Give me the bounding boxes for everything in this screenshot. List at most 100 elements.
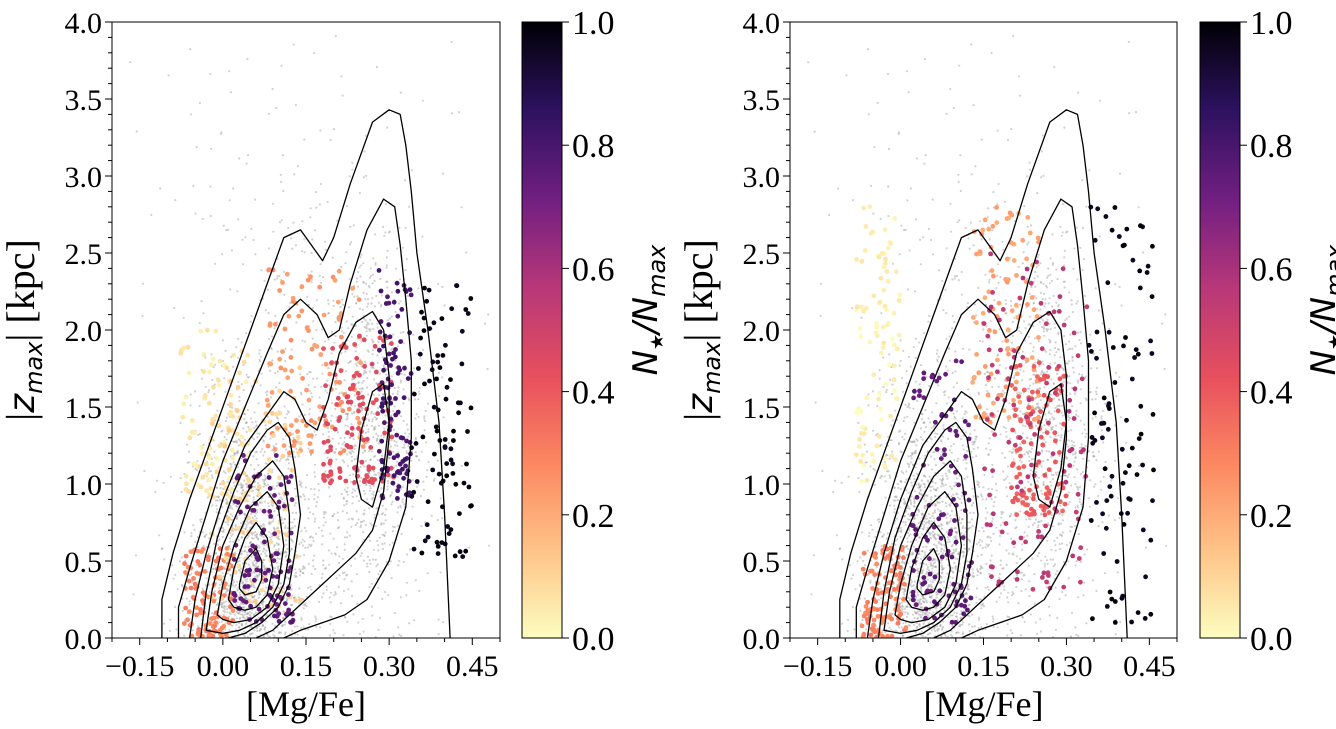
background-point xyxy=(313,229,317,232)
background-point xyxy=(229,513,232,516)
background-point xyxy=(365,324,368,327)
background-point xyxy=(895,496,898,499)
background-point xyxy=(270,533,273,536)
background-point xyxy=(320,529,323,532)
background-point xyxy=(484,322,487,325)
background-point xyxy=(894,499,897,502)
background-point xyxy=(208,591,211,594)
background-point xyxy=(255,574,258,577)
y-axis-label: |zmax| [kpc] xyxy=(0,239,48,421)
background-point xyxy=(415,413,418,416)
background-point xyxy=(949,514,952,517)
star-point xyxy=(443,342,448,348)
background-point xyxy=(919,484,922,487)
background-point xyxy=(962,621,965,624)
background-point xyxy=(389,560,392,563)
background-point xyxy=(283,518,286,521)
background-point xyxy=(956,459,959,463)
background-point xyxy=(917,613,920,616)
background-point xyxy=(252,564,255,567)
background-point xyxy=(921,600,924,603)
background-point xyxy=(269,369,272,372)
star-point xyxy=(265,443,271,449)
background-point xyxy=(360,476,363,479)
background-point xyxy=(877,520,881,524)
star-point xyxy=(218,565,224,571)
star-point xyxy=(198,610,204,616)
background-point xyxy=(263,543,266,547)
background-point xyxy=(143,469,146,473)
background-point xyxy=(348,306,351,309)
star-point xyxy=(357,333,362,339)
star-point xyxy=(369,361,375,367)
background-point xyxy=(339,437,342,440)
background-point xyxy=(373,473,376,476)
background-point xyxy=(307,498,310,501)
star-point xyxy=(416,366,421,371)
background-point xyxy=(367,323,370,326)
background-point xyxy=(909,582,912,585)
background-point xyxy=(319,410,322,413)
background-point xyxy=(390,414,393,417)
background-point xyxy=(377,544,380,547)
background-point xyxy=(989,536,992,539)
background-point xyxy=(951,570,954,573)
star-point xyxy=(206,477,212,483)
background-point xyxy=(865,628,868,631)
background-point xyxy=(359,275,362,278)
star-point xyxy=(330,346,336,351)
star-point xyxy=(407,330,412,336)
background-point xyxy=(262,550,265,553)
background-point xyxy=(355,362,358,366)
background-point xyxy=(931,485,934,488)
background-point xyxy=(262,606,265,609)
background-point xyxy=(240,383,243,386)
background-point xyxy=(244,482,248,485)
background-point xyxy=(912,552,915,555)
background-point xyxy=(962,458,965,462)
star-point xyxy=(354,370,360,376)
star-point xyxy=(273,453,279,458)
background-point xyxy=(933,561,937,564)
background-point xyxy=(244,622,247,626)
background-point xyxy=(235,517,238,521)
background-point xyxy=(323,340,327,343)
background-point xyxy=(926,626,929,629)
background-point xyxy=(981,604,984,607)
background-point xyxy=(231,584,234,587)
background-point xyxy=(231,533,234,536)
background-point xyxy=(375,417,379,420)
background-point xyxy=(291,594,294,597)
background-point xyxy=(334,450,337,454)
background-point xyxy=(403,443,406,446)
background-point xyxy=(902,605,905,608)
background-point xyxy=(902,419,905,423)
star-point xyxy=(334,402,340,407)
star-point xyxy=(246,572,252,578)
background-point xyxy=(918,553,921,556)
background-point xyxy=(385,280,388,283)
background-point xyxy=(363,425,366,428)
background-point xyxy=(949,584,952,587)
background-point xyxy=(265,586,268,589)
background-point xyxy=(922,596,925,599)
background-point xyxy=(241,486,244,489)
star-point xyxy=(213,620,219,626)
background-point xyxy=(189,404,192,407)
star-point xyxy=(421,315,427,321)
star-point xyxy=(435,551,441,556)
background-point xyxy=(158,534,161,537)
background-point xyxy=(897,441,901,444)
background-point xyxy=(931,581,935,584)
background-point xyxy=(934,482,937,485)
background-point xyxy=(270,335,273,338)
background-point xyxy=(346,413,349,416)
background-point xyxy=(361,451,364,454)
background-point xyxy=(371,496,374,499)
background-point xyxy=(345,204,348,208)
background-point xyxy=(373,428,376,431)
star-point xyxy=(434,376,439,382)
background-point xyxy=(904,605,908,608)
background-point xyxy=(240,553,243,556)
star-point xyxy=(273,551,279,556)
